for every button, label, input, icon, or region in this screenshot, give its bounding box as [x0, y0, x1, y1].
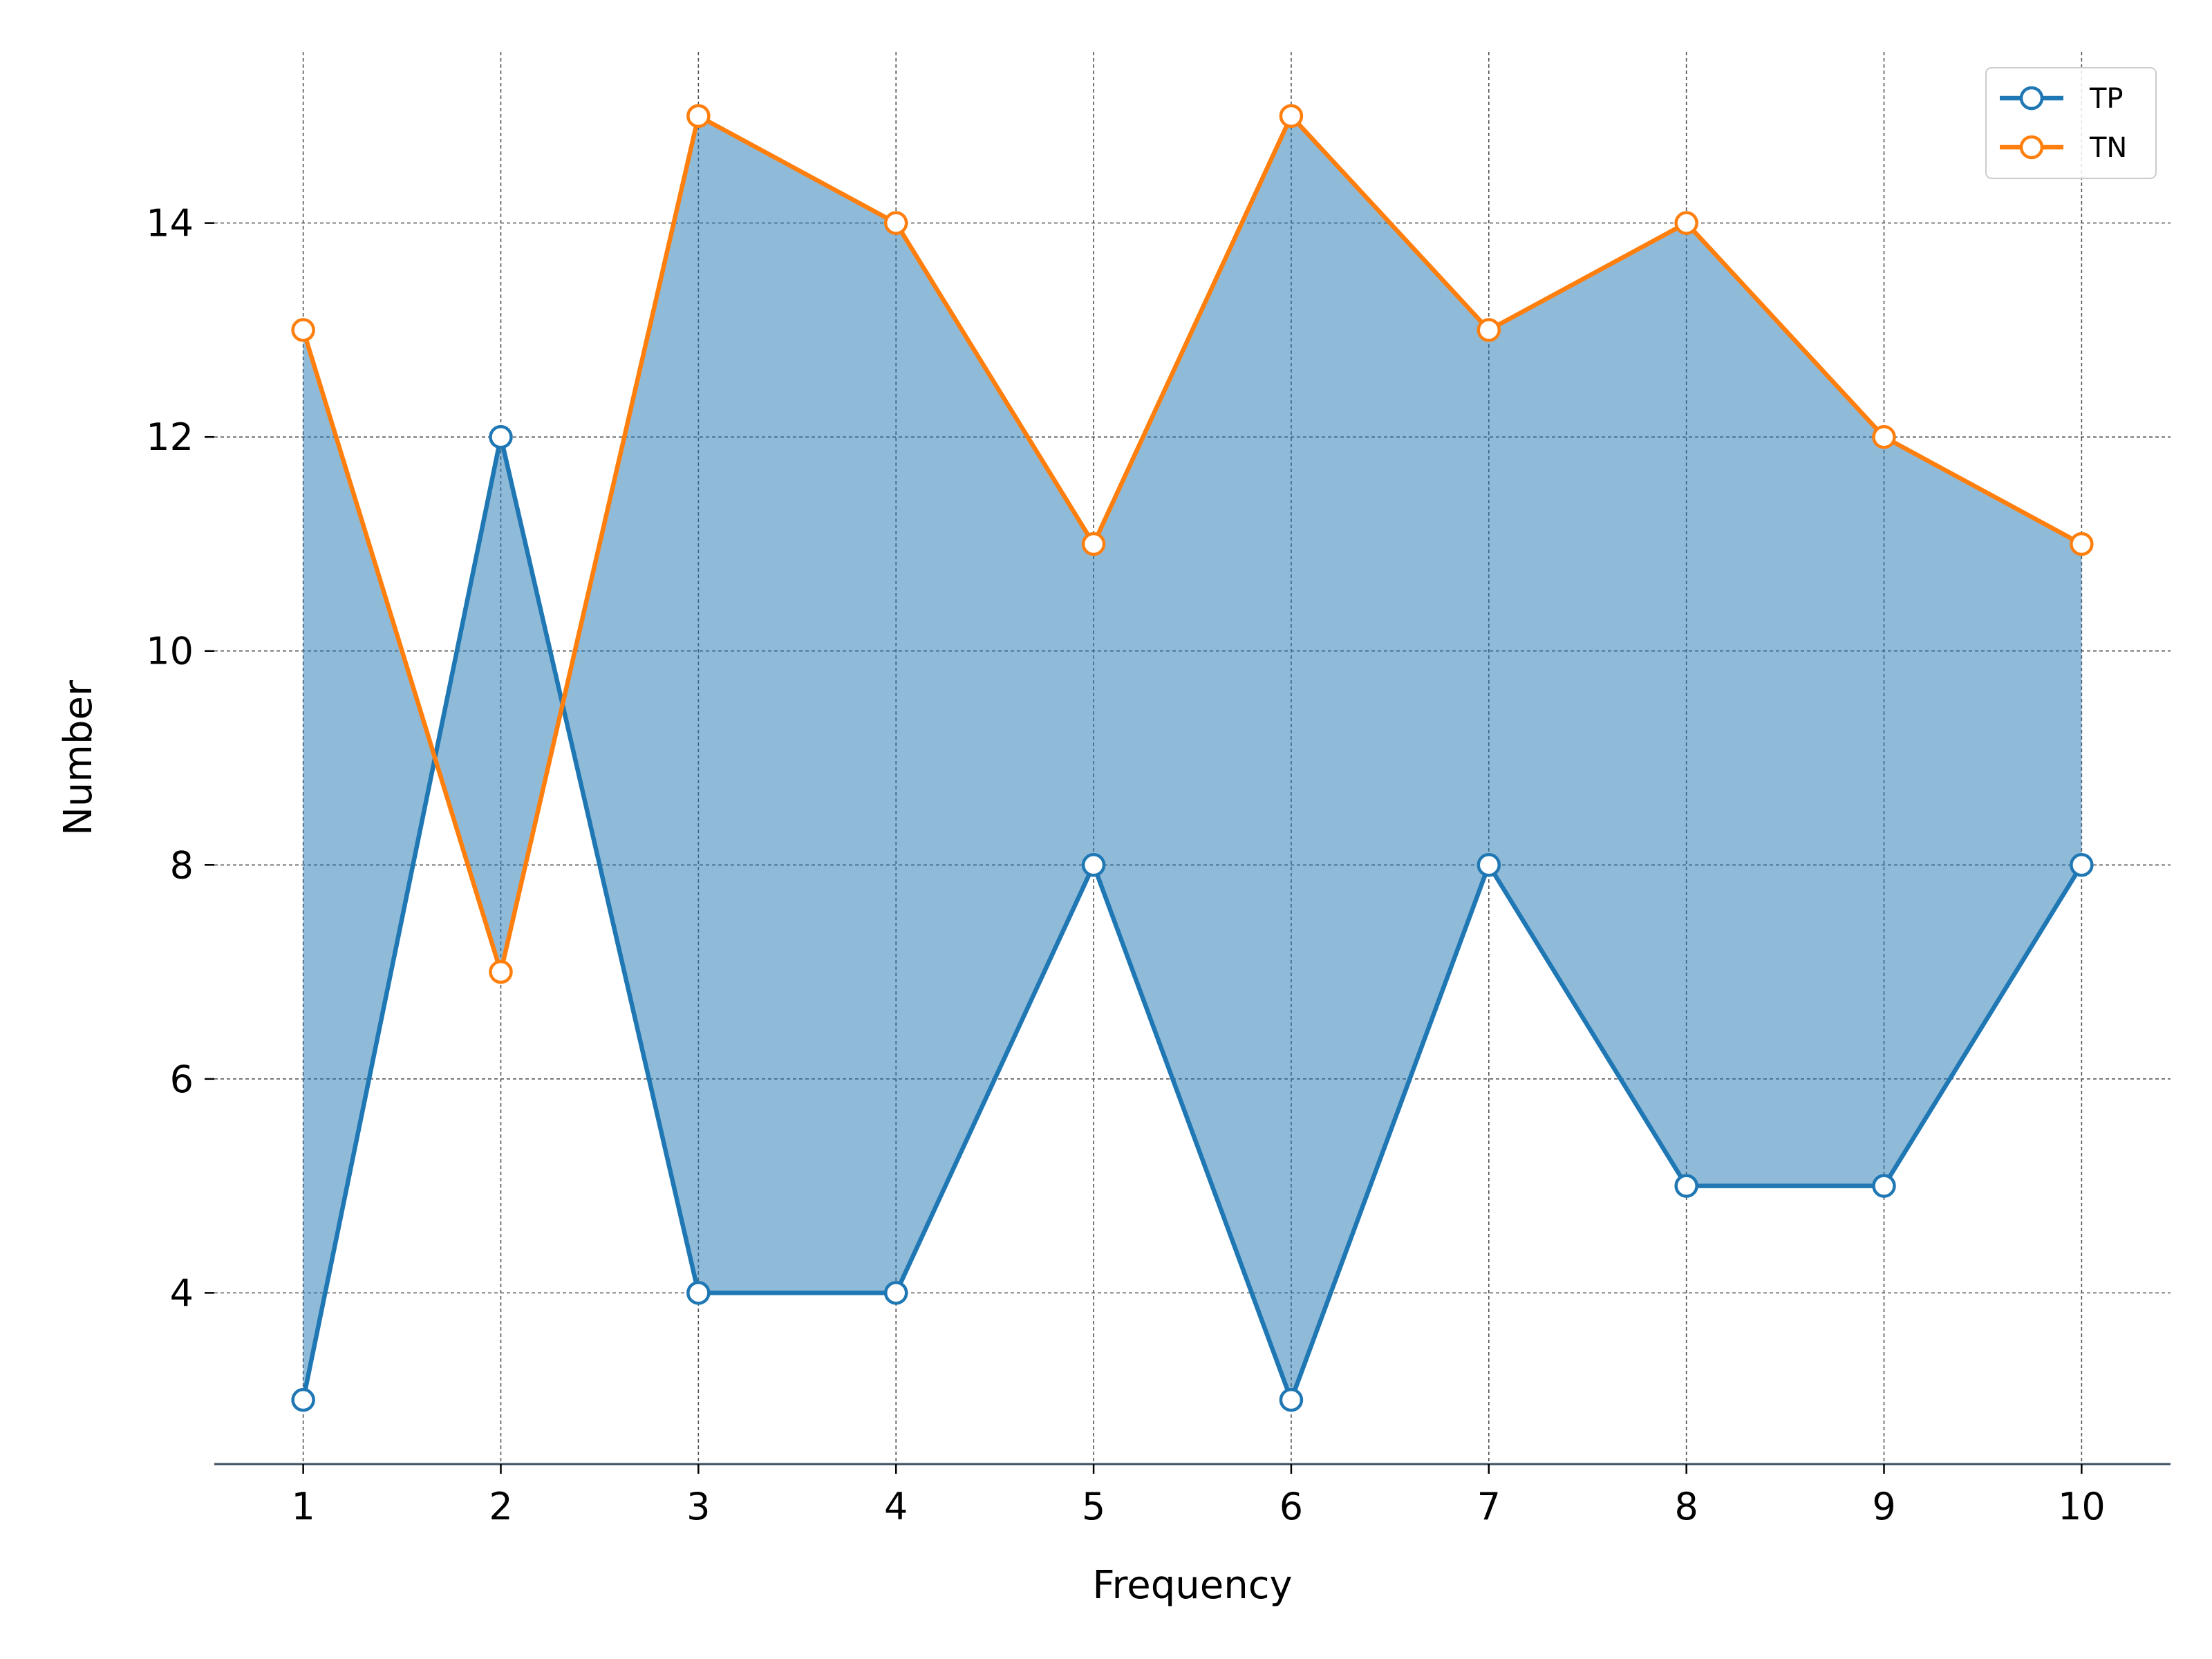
y-tick-label: 4: [170, 1271, 194, 1315]
point-tn: [883, 211, 908, 235]
point-tn: [1279, 104, 1304, 129]
x-tick-label: 2: [489, 1485, 512, 1528]
x-tick-label: 9: [1872, 1485, 1895, 1528]
legend-label-tn: TN: [2089, 132, 2127, 164]
point-tn: [686, 104, 711, 129]
point-tn: [1872, 424, 1896, 449]
point-tp: [1674, 1174, 1698, 1198]
x-tick-label: 5: [1082, 1485, 1105, 1528]
series-line-tp: [301, 434, 2084, 1403]
x-tick-label: 4: [884, 1485, 908, 1528]
legend-box: [1985, 67, 2157, 179]
axis-labels: Frequency Number: [56, 679, 1293, 1608]
x-tick-label: 1: [291, 1485, 315, 1528]
legend-label-tp: TP: [2089, 83, 2124, 115]
point-tp: [291, 1387, 315, 1412]
fill-between-area: [303, 115, 2082, 1400]
x-tick-label: 7: [1477, 1485, 1501, 1528]
point-tn: [1674, 211, 1698, 235]
legend: TP TN: [1985, 67, 2157, 179]
x-axis-title: Frequency: [1092, 1563, 1292, 1608]
point-tn: [291, 318, 315, 342]
y-tick-label: 14: [146, 202, 194, 245]
y-tick-label: 8: [170, 843, 194, 887]
point-tp: [489, 424, 513, 449]
point-tn: [1477, 318, 1501, 342]
y-tick-label: 12: [146, 415, 194, 459]
legend-marker-tp: [2019, 86, 2044, 111]
point-tp: [1081, 853, 1106, 877]
point-tn: [489, 959, 513, 984]
y-tick-label: 10: [146, 630, 194, 673]
point-tp: [1872, 1174, 1896, 1198]
point-tp: [2070, 853, 2094, 877]
x-tick-label: 8: [1674, 1485, 1698, 1528]
point-tn: [2070, 532, 2094, 556]
x-tick-label: 6: [1280, 1485, 1303, 1528]
point-tp: [883, 1281, 908, 1305]
point-tp: [1279, 1387, 1304, 1412]
x-tick-label: 3: [686, 1485, 710, 1528]
x-tick-label: 10: [2058, 1485, 2106, 1528]
point-tn: [1081, 532, 1106, 556]
point-tp: [1477, 853, 1501, 877]
series-group: [291, 104, 2094, 1412]
y-tick-label: 6: [170, 1058, 194, 1101]
series-line-tn: [301, 113, 2083, 975]
y-axis-title: Number: [56, 679, 101, 836]
point-tp: [686, 1281, 711, 1305]
legend-marker-tn: [2019, 135, 2044, 160]
